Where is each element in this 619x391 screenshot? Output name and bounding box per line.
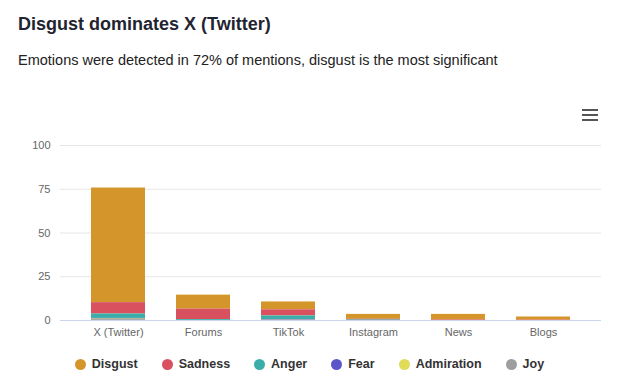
svg-text:X (Twitter): X (Twitter)	[93, 326, 143, 338]
html-text:Emotions were detected in 72%: Emotions were detected in 72% of mention…	[18, 52, 498, 68]
html-text:Fear: Fear	[348, 357, 375, 371]
html-text:Disgust dominates X (Twitter): Disgust dominates X (Twitter)	[18, 14, 271, 34]
svg-text:50: 50	[38, 227, 50, 239]
svg-text:Instagram: Instagram	[349, 326, 398, 338]
html-text:Joy: Joy	[522, 357, 545, 371]
svg-text:Blogs: Blogs	[530, 326, 558, 338]
html-text:Admiration: Admiration	[415, 357, 482, 371]
svg-text:TikTok: TikTok	[273, 326, 305, 338]
svg-text:News: News	[445, 326, 473, 338]
html-text:Anger: Anger	[271, 357, 308, 371]
html-text:Sadness: Sadness	[178, 357, 231, 371]
svg-text:Forums: Forums	[185, 326, 223, 338]
svg-text:100: 100	[32, 139, 50, 151]
html-text:Disgust: Disgust	[91, 357, 138, 371]
svg-text:75: 75	[38, 183, 50, 195]
svg-text:25: 25	[38, 270, 50, 282]
svg-text:0: 0	[44, 314, 50, 326]
